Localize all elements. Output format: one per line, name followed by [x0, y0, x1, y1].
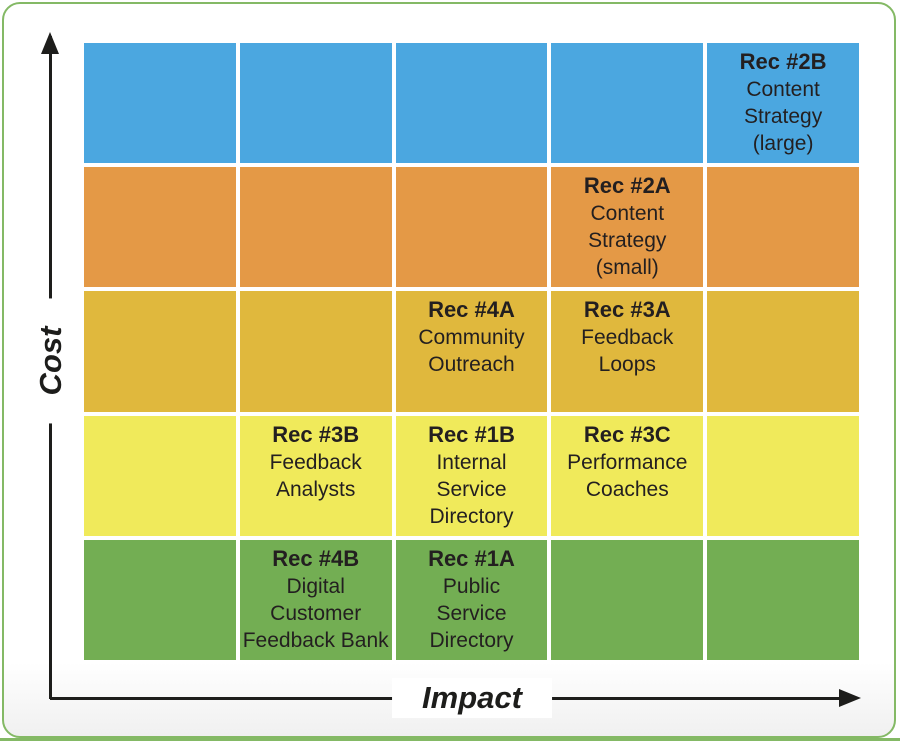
matrix-cell-r5c5	[707, 539, 859, 660]
rec-label-line: Internal	[436, 450, 507, 474]
rec-title: Rec #1B	[428, 421, 515, 447]
matrix-cell-r2c3	[395, 167, 548, 288]
matrix-cell-r1c5: Rec #2B Content Strategy (large)	[707, 43, 859, 164]
y-axis-arrow-up-icon	[41, 32, 59, 54]
matrix-cell-r4c2: Rec #3B Feedback Analysts	[239, 415, 392, 536]
rec-label-line: Customer	[270, 601, 362, 625]
rec-title: Rec #4A	[428, 297, 515, 323]
rec-label-line: Outreach	[428, 353, 515, 377]
matrix-cell-r4c5	[707, 415, 859, 536]
rec-title: Rec #4B	[272, 545, 360, 571]
matrix-cell-r4c1	[84, 415, 236, 536]
matrix-cell-r2c4: Rec #2A Content Strategy (small)	[551, 167, 704, 288]
rec-label-line: Strategy	[588, 229, 667, 253]
matrix-cell-r5c4	[551, 539, 704, 660]
rec-label-line: Public	[442, 574, 501, 598]
x-axis-arrow-right-icon	[839, 689, 861, 707]
matrix-cell-r3c5	[707, 291, 859, 412]
matrix-cell-r5c3: Rec #1A Public Service Directory	[395, 539, 548, 660]
matrix-cell-r3c1	[84, 291, 236, 412]
matrix-cell-r1c4	[551, 43, 704, 164]
rec-label-line: Feedback Bank	[242, 628, 389, 652]
matrix-cell-r3c3: Rec #4A Community Outreach	[395, 291, 548, 412]
y-axis-label: Cost	[29, 298, 73, 424]
matrix-cell-r1c1	[84, 43, 236, 164]
bottom-divider	[0, 738, 900, 741]
matrix-cell-r4c4: Rec #3C Performance Coaches	[551, 415, 704, 536]
matrix-cell-r5c1	[84, 539, 236, 660]
rec-label-line: Performance	[567, 450, 688, 474]
rec-label-line: Directory	[429, 504, 514, 528]
matrix-cell-r1c3	[395, 43, 548, 164]
rec-label-line: (large)	[752, 132, 814, 155]
rec-label-line: Community	[418, 326, 525, 350]
matrix-cell-r5c2: Rec #4B Digital Customer Feedback Bank	[239, 539, 392, 660]
rec-label-line: Strategy	[743, 105, 823, 128]
matrix-cell-r3c2	[239, 291, 392, 412]
matrix-cell-r2c1	[84, 167, 236, 288]
rec-title: Rec #3C	[583, 421, 671, 447]
rec-title: Rec #2A	[583, 173, 671, 199]
rec-label-line: Content	[590, 202, 665, 226]
rec-label-line: Content	[746, 78, 820, 101]
matrix-cell-r2c2	[239, 167, 392, 288]
matrix-cell-r3c4: Rec #3A Feedback Loops	[551, 291, 704, 412]
rec-label-line: (small)	[595, 256, 659, 280]
rec-label-line: Service	[436, 601, 507, 625]
rec-label-line: Directory	[429, 628, 514, 652]
rec-title: Rec #3A	[583, 297, 671, 323]
rec-label-line: Loops	[598, 353, 656, 377]
matrix-grid: Rec #2B Content Strategy (large) Rec #2A Cont…	[84, 43, 859, 660]
matrix-cell-r1c2	[239, 43, 392, 164]
rec-label-line: Feedback	[269, 450, 362, 474]
rec-title: Rec #2B	[739, 49, 827, 74]
rec-label-line: Digital	[286, 574, 345, 598]
rec-title: Rec #1A	[428, 545, 515, 571]
rec-label-line: Coaches	[585, 477, 669, 501]
matrix-cell-r2c5	[707, 167, 859, 288]
rec-label-line: Feedback	[581, 326, 674, 350]
x-axis-label: Impact	[392, 678, 552, 718]
rec-label-line: Service	[436, 477, 507, 501]
rec-title: Rec #3B	[272, 421, 360, 447]
rec-label-line: Analysts	[276, 477, 356, 501]
matrix-cell-r4c3: Rec #1B Internal Service Directory	[395, 415, 548, 536]
